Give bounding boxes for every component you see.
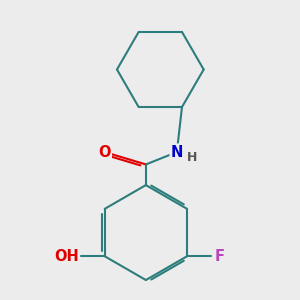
Text: N: N (171, 145, 183, 160)
Text: H: H (187, 151, 198, 164)
Text: O: O (98, 145, 111, 160)
Text: F: F (215, 249, 225, 264)
Text: OH: OH (54, 249, 79, 264)
